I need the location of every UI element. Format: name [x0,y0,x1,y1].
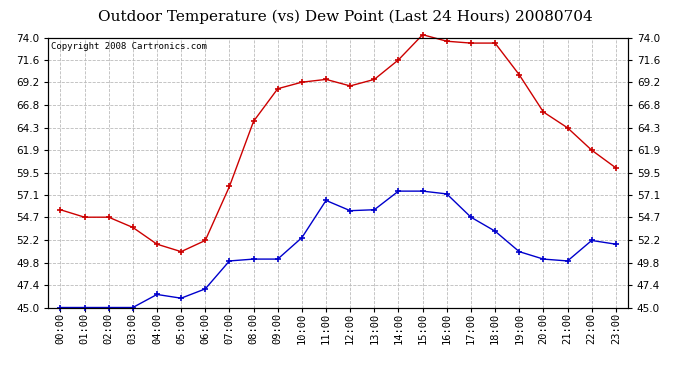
Text: Copyright 2008 Cartronics.com: Copyright 2008 Cartronics.com [51,42,207,51]
Text: Outdoor Temperature (vs) Dew Point (Last 24 Hours) 20080704: Outdoor Temperature (vs) Dew Point (Last… [97,9,593,24]
